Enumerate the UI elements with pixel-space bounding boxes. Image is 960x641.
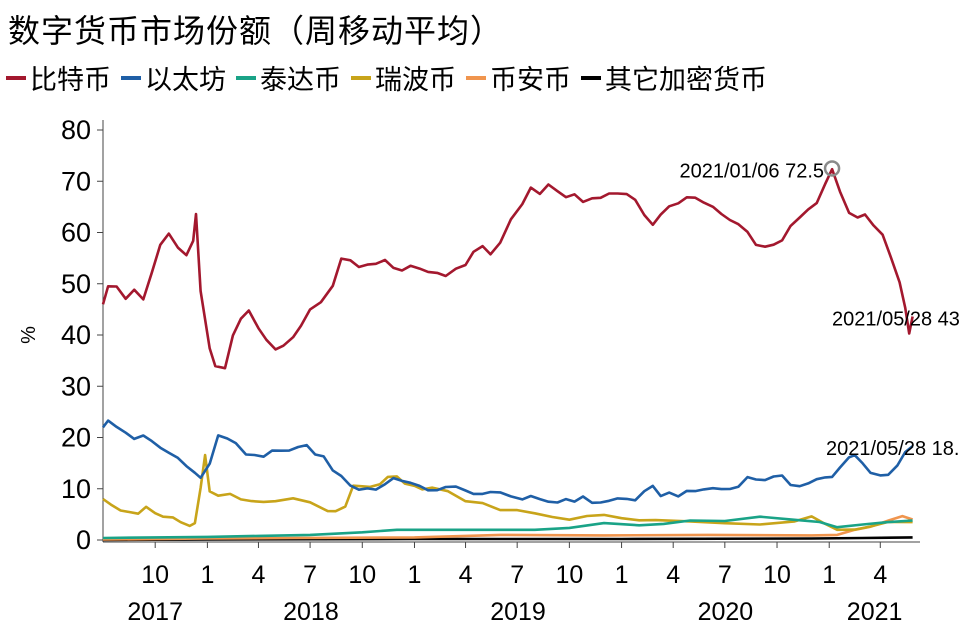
legend-swatch: [351, 75, 371, 80]
legend-swatch: [466, 75, 486, 80]
y-tick-label: 10: [61, 474, 91, 504]
x-tick-label: 10: [141, 561, 169, 589]
legend-swatch: [236, 75, 256, 80]
annotation-marker: [823, 160, 841, 177]
legend-swatch: [121, 75, 141, 80]
series-line: [101, 419, 914, 505]
legend-item: 币安币: [466, 58, 571, 97]
legend: 比特币 以太坊 泰达币 瑞波币 币安币 其它加密货币: [6, 58, 767, 97]
legend-label: 其它加密货币: [605, 65, 767, 96]
y-tick-label: 60: [61, 218, 91, 248]
y-tick-label: 0: [76, 525, 91, 555]
legend-item: 瑞波币: [351, 58, 456, 97]
x-tick-label: 10: [763, 561, 791, 589]
x-tick-label: 10: [348, 561, 376, 589]
series-line: [101, 167, 914, 370]
x-tick-label: 7: [718, 561, 732, 589]
x-tick-label: 1: [615, 561, 629, 589]
x-tick-label: 7: [510, 561, 524, 589]
y-axis-label: %: [18, 326, 40, 344]
legend-label: 瑞波币: [375, 65, 456, 96]
x-tick-label: 10: [555, 561, 583, 589]
x-tick-label: 4: [873, 561, 887, 589]
x-tick-label: 4: [666, 561, 680, 589]
series-line: [102, 515, 913, 540]
x-year-label: 2018: [283, 598, 339, 626]
y-tick-label: 40: [61, 320, 91, 350]
x-tick-label: 4: [252, 561, 266, 589]
x-tick-label: 1: [200, 561, 214, 589]
y-tick-label: 70: [61, 166, 91, 196]
x-year-label: 2020: [698, 598, 754, 626]
y-tick-label: 50: [61, 269, 91, 299]
chart-title: 数字货币市场份额（周移动平均）: [8, 12, 504, 50]
legend-label: 以太坊: [145, 65, 226, 96]
legend-item: 比特币: [6, 58, 111, 97]
x-tick-label: 4: [459, 561, 473, 589]
legend-label: 比特币: [30, 65, 111, 96]
x-year-label: 2017: [127, 598, 183, 626]
legend-item: 泰达币: [236, 58, 341, 97]
x-year-label: 2021: [847, 598, 903, 626]
legend-item: 其它加密货币: [581, 58, 767, 97]
y-tick-label: 20: [61, 423, 91, 453]
legend-label: 泰达币: [260, 65, 341, 96]
x-tick-label: 1: [822, 561, 836, 589]
legend-item: 以太坊: [121, 58, 226, 97]
legend-swatch: [581, 75, 601, 80]
annotation-label: 2021/05/28 18.3: [826, 438, 960, 460]
x-tick-label: 1: [408, 561, 422, 589]
x-tick-label: 7: [303, 561, 317, 589]
y-tick-label: 80: [61, 115, 91, 145]
x-year-label: 2019: [490, 598, 546, 626]
y-tick-label: 30: [61, 371, 91, 401]
annotation-label: 2021/05/28 43.6: [832, 309, 960, 331]
annotation-label: 2021/01/06 72.5: [679, 160, 824, 182]
legend-swatch: [6, 75, 26, 80]
legend-label: 币安币: [490, 65, 571, 96]
